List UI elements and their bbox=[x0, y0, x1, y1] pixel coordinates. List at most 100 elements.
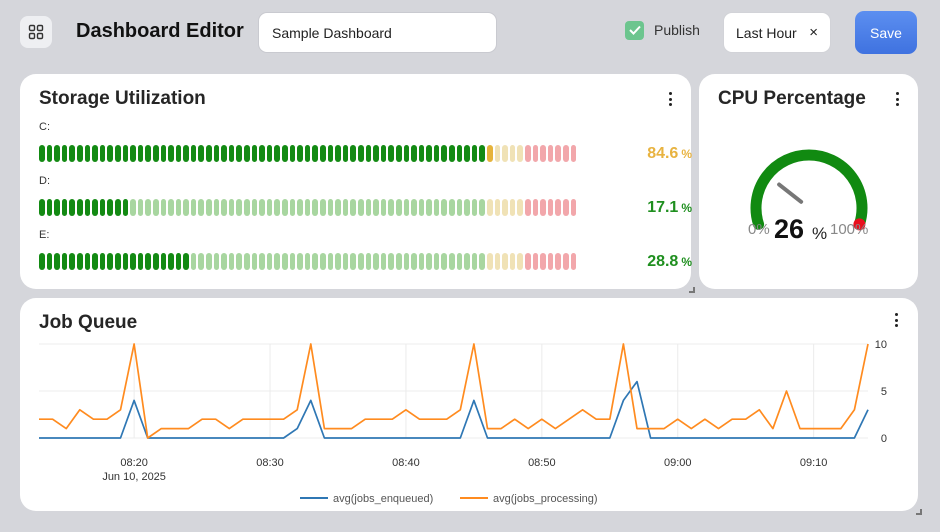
usage-segment bbox=[304, 145, 311, 162]
usage-bar bbox=[39, 199, 577, 216]
usage-segment bbox=[160, 145, 167, 162]
usage-segment bbox=[61, 199, 68, 216]
usage-segment bbox=[517, 145, 523, 162]
usage-segment bbox=[547, 199, 554, 216]
usage-segment bbox=[335, 145, 341, 162]
save-button[interactable]: Save bbox=[855, 11, 917, 54]
usage-segment bbox=[373, 199, 379, 216]
usage-segment bbox=[130, 199, 136, 216]
usage-segment bbox=[373, 145, 379, 162]
usage-segment bbox=[152, 145, 159, 162]
usage-segment bbox=[274, 145, 280, 162]
cpu-menu-icon[interactable] bbox=[892, 90, 902, 108]
usage-segment bbox=[69, 253, 75, 270]
usage-segment bbox=[487, 253, 493, 270]
usage-segment bbox=[266, 253, 273, 270]
usage-segment bbox=[228, 145, 235, 162]
usage-segment bbox=[251, 145, 258, 162]
usage-segment bbox=[342, 199, 349, 216]
usage-segment bbox=[555, 253, 561, 270]
usage-segment bbox=[54, 145, 60, 162]
usage-segment bbox=[319, 199, 326, 216]
usage-segment bbox=[449, 253, 455, 270]
usage-segment bbox=[297, 145, 303, 162]
usage-segment bbox=[92, 253, 98, 270]
publish-checkbox[interactable] bbox=[625, 20, 644, 40]
usage-segment bbox=[555, 199, 561, 216]
usage-segment bbox=[206, 145, 212, 162]
usage-segment bbox=[39, 145, 45, 162]
usage-segment bbox=[274, 199, 280, 216]
usage-segment bbox=[137, 253, 144, 270]
usage-segment bbox=[54, 253, 60, 270]
resize-handle-icon[interactable] bbox=[689, 287, 695, 293]
drive-usage-value: 17.1% bbox=[602, 199, 692, 217]
y-tick-label: 5 bbox=[881, 386, 887, 398]
drive-label: E: bbox=[39, 229, 50, 241]
usage-segment bbox=[114, 145, 121, 162]
x-tick-label: 09:10 bbox=[800, 457, 828, 469]
usage-segment bbox=[221, 253, 227, 270]
usage-segment bbox=[471, 199, 478, 216]
legend-label: avg(jobs_processing) bbox=[493, 493, 598, 505]
usage-segment bbox=[380, 253, 387, 270]
job-queue-menu-icon[interactable] bbox=[891, 311, 901, 329]
usage-segment bbox=[335, 253, 341, 270]
usage-segment bbox=[357, 145, 364, 162]
series-line-1 bbox=[39, 343, 869, 439]
dashboard-grid-icon[interactable] bbox=[20, 16, 52, 48]
usage-segment bbox=[441, 145, 448, 162]
usage-segment bbox=[39, 199, 45, 216]
usage-segment bbox=[54, 199, 60, 216]
drive-usage-unit: % bbox=[681, 255, 692, 269]
usage-segment bbox=[168, 199, 174, 216]
gauge-max-label: 100% bbox=[830, 221, 869, 238]
usage-segment bbox=[107, 253, 113, 270]
usage-segment bbox=[570, 145, 577, 162]
usage-segment bbox=[259, 145, 265, 162]
drive-usage-value: 28.8% bbox=[602, 253, 692, 271]
usage-segment bbox=[426, 253, 432, 270]
usage-segment bbox=[540, 199, 546, 216]
publish-toggle[interactable]: Publish bbox=[625, 20, 700, 40]
usage-segment bbox=[357, 253, 364, 270]
usage-segment bbox=[114, 199, 121, 216]
usage-segment bbox=[61, 145, 68, 162]
usage-segment bbox=[266, 199, 273, 216]
resize-handle-icon[interactable] bbox=[916, 509, 922, 515]
usage-segment bbox=[471, 253, 478, 270]
drive-row: C: 84.6% bbox=[39, 121, 692, 162]
usage-segment bbox=[494, 145, 501, 162]
cpu-gauge bbox=[750, 149, 868, 231]
usage-segment bbox=[84, 145, 91, 162]
clear-icon[interactable]: × bbox=[809, 24, 818, 41]
usage-segment bbox=[69, 199, 75, 216]
usage-segment bbox=[84, 199, 91, 216]
usage-segment bbox=[547, 253, 554, 270]
dashboard-name-input[interactable] bbox=[258, 12, 497, 53]
usage-segment bbox=[449, 145, 455, 162]
usage-segment bbox=[487, 145, 493, 162]
usage-segment bbox=[509, 199, 516, 216]
usage-segment bbox=[244, 253, 250, 270]
drive-usage-unit: % bbox=[681, 147, 692, 161]
job-queue-chart: 0 5 10 08:20 08:30 08:40 08:50 09:00 09:10 Jun 10… bbox=[39, 339, 887, 505]
storage-menu-icon[interactable] bbox=[665, 90, 675, 108]
usage-segment bbox=[487, 199, 493, 216]
usage-segment bbox=[373, 253, 379, 270]
usage-segment bbox=[388, 145, 394, 162]
usage-segment bbox=[312, 253, 318, 270]
usage-segment bbox=[175, 145, 182, 162]
usage-segment bbox=[426, 145, 432, 162]
usage-segment bbox=[289, 199, 296, 216]
usage-segment bbox=[99, 145, 106, 162]
usage-segment bbox=[122, 199, 129, 216]
usage-segment bbox=[160, 199, 167, 216]
usage-bar bbox=[39, 253, 577, 270]
usage-segment bbox=[289, 145, 296, 162]
time-range-select[interactable]: Last Hour × bbox=[723, 12, 831, 53]
usage-segment bbox=[213, 253, 220, 270]
usage-segment bbox=[479, 199, 486, 216]
usage-segment bbox=[335, 199, 341, 216]
drive-usage-unit: % bbox=[681, 201, 692, 215]
